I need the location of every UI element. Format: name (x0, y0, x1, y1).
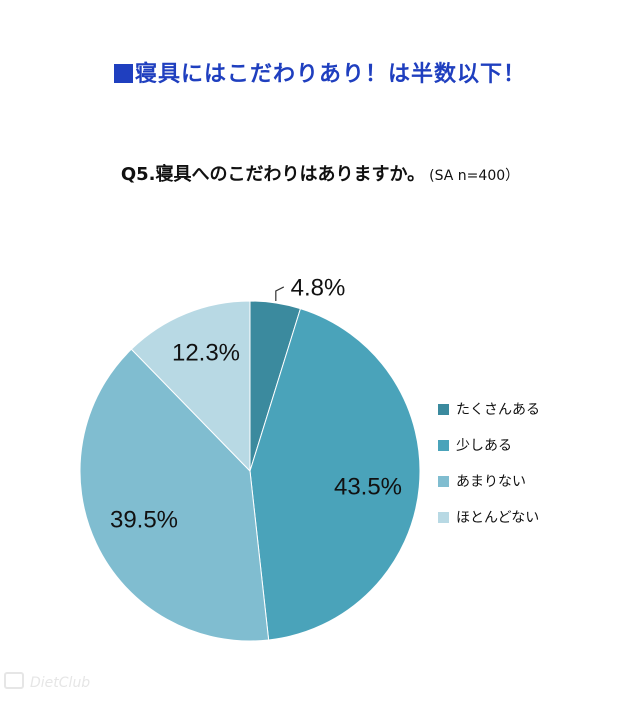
watermark-text: DietClub (30, 675, 91, 691)
data-label-takusan-aru: 4.8% (291, 274, 346, 301)
legend-label-hotondo-nai: ほとんどない (456, 510, 539, 526)
watermark-logo-icon (4, 672, 24, 689)
leader-line-takusan-aru (275, 286, 285, 301)
legend-swatch-amari-nai (438, 476, 449, 487)
data-label-sukoshi-aru: 43.5% (334, 473, 402, 500)
question-title: Q5.寝具へのこだわりはありますか。 (SA n=400） (0, 160, 640, 186)
data-label-hotondo-nai: 12.3% (172, 339, 240, 366)
legend-swatch-takusan-aru (438, 404, 449, 415)
legend-label-takusan-aru: たくさんある (456, 402, 540, 418)
chart-headline: 寝具にはこだわりあり！は半数以下！ (0, 56, 640, 88)
headline-text: 寝具にはこだわりあり！は半数以下！ (134, 62, 526, 87)
legend-swatch-hotondo-nai (438, 512, 449, 523)
legend-label-sukoshi-aru: 少しある (456, 438, 512, 454)
sample-size-note: (SA n=400） (429, 168, 520, 184)
legend-swatch-sukoshi-aru (438, 440, 449, 451)
data-label-amari-nai: 39.5% (110, 506, 178, 533)
pie-slice-amari-nai (79, 348, 270, 642)
legend-label-amari-nai: あまりない (456, 474, 526, 490)
headline-marker-square (113, 64, 133, 83)
question-text: Q5.寝具へのこだわりはありますか。 (120, 164, 426, 185)
pie-slice-hotondo-nai (130, 300, 251, 473)
pie-slice-sukoshi-aru (249, 308, 421, 641)
watermark: DietClub (4, 672, 90, 691)
